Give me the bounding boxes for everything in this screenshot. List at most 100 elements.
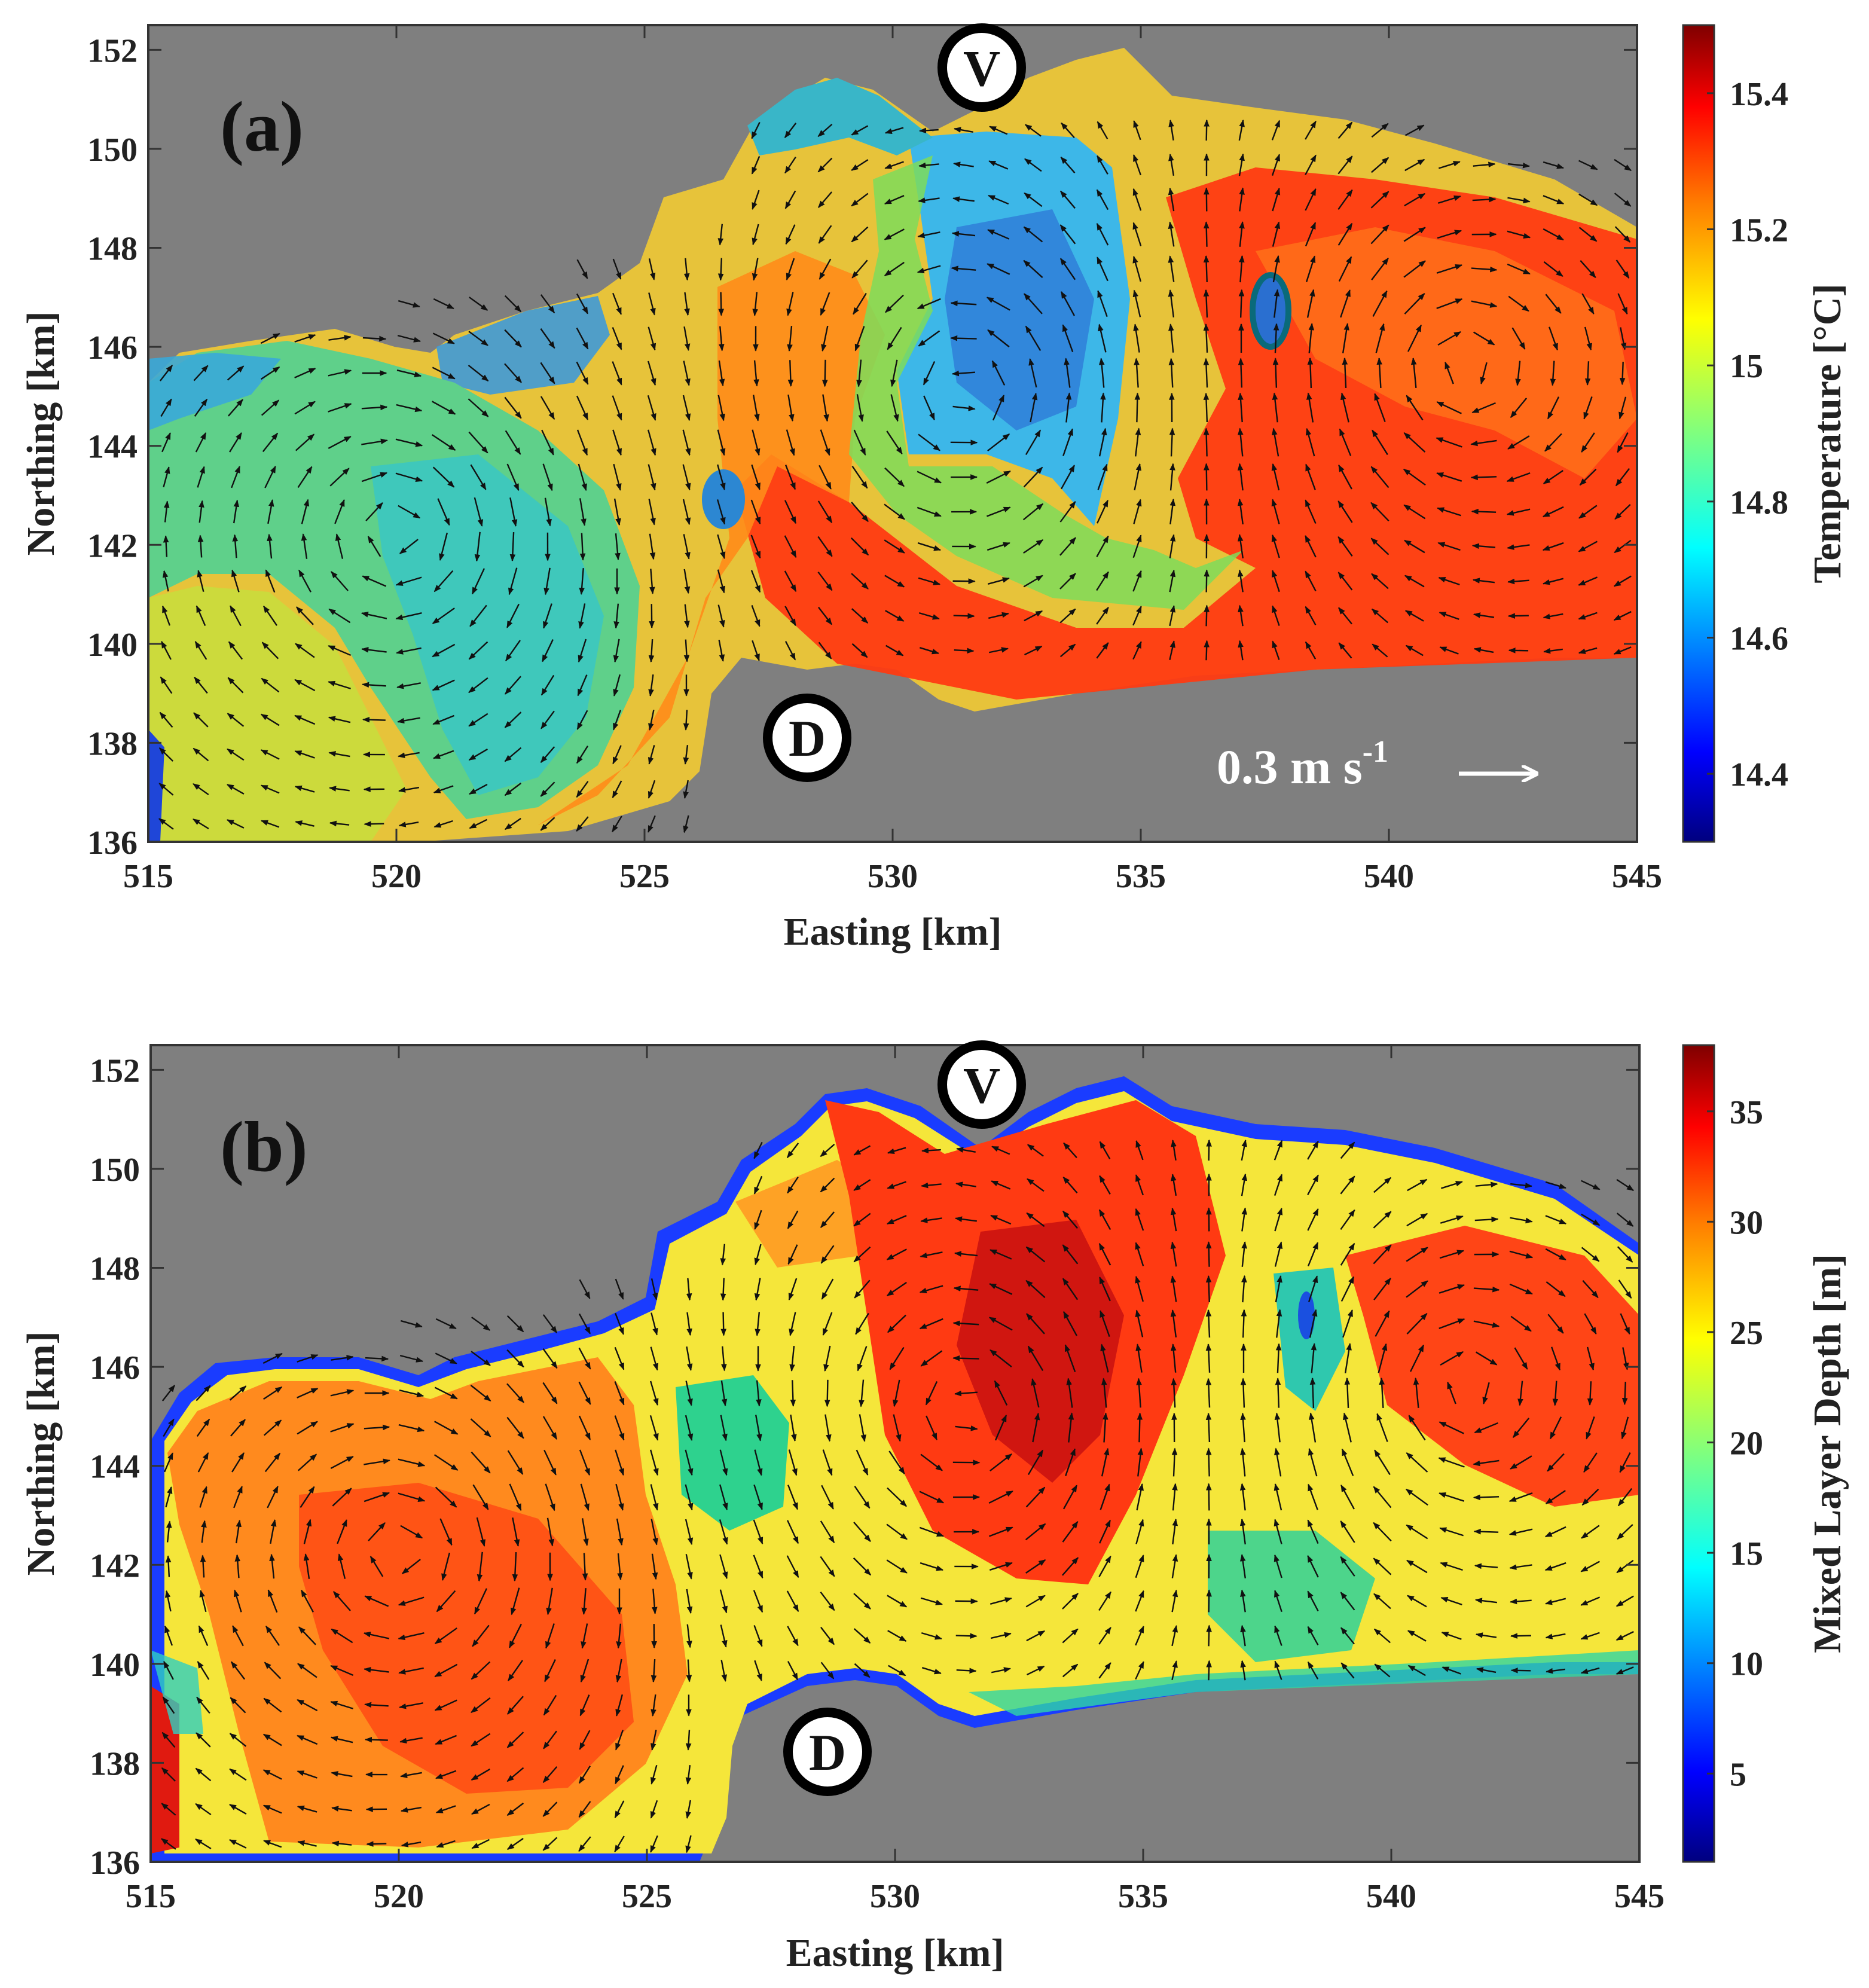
x-tick-label: 530: [870, 1878, 920, 1915]
velocity-vector: [1444, 361, 1454, 384]
velocity-vector: [951, 370, 975, 377]
velocity-vector: [1305, 154, 1317, 176]
velocity-vector: [1338, 607, 1352, 625]
velocity-vector: [1436, 298, 1463, 309]
x-tick-label: 545: [1614, 1878, 1665, 1915]
velocity-vector: [753, 1141, 763, 1159]
velocity-vector: [918, 577, 940, 585]
velocity-vector: [682, 395, 691, 422]
velocity-vector: [1171, 1173, 1177, 1196]
panel-a-xlabel: Easting [km]: [784, 910, 1002, 954]
velocity-vector: [469, 297, 488, 311]
velocity-vector: [261, 820, 280, 828]
velocity-vector: [1373, 1177, 1392, 1193]
velocity-vector: [162, 570, 169, 592]
velocity-vector: [648, 674, 654, 697]
velocity-vector: [1205, 1343, 1212, 1373]
panel-a-marker-d: D: [763, 694, 851, 782]
velocity-vector: [824, 1379, 830, 1407]
velocity-vector: [1409, 1344, 1425, 1372]
velocity-vector: [954, 127, 973, 133]
velocity-vector: [821, 325, 829, 352]
velocity-vector: [851, 193, 869, 207]
velocity-vector: [1307, 1140, 1319, 1160]
velocity-vector: [817, 191, 833, 208]
velocity-vector: [1305, 499, 1317, 524]
velocity-vector: [888, 1450, 905, 1475]
velocity-vector: [432, 332, 455, 344]
velocity-vector: [853, 292, 867, 315]
velocity-vector: [1132, 255, 1142, 282]
velocity-vector: [1272, 358, 1279, 388]
velocity-vector: [1404, 539, 1425, 554]
velocity-vector: [578, 463, 587, 491]
velocity-vector: [1097, 121, 1108, 140]
velocity-vector: [301, 533, 308, 559]
velocity-vector: [160, 676, 173, 694]
velocity-vector: [786, 429, 795, 456]
velocity-vector: [685, 1381, 693, 1406]
velocity-vector: [361, 438, 388, 445]
velocity-vector: [504, 782, 522, 796]
velocity-vector: [784, 570, 797, 593]
velocity-vector: [1342, 1309, 1353, 1338]
velocity-vector: [297, 1354, 319, 1363]
velocity-vector: [1099, 1175, 1111, 1195]
velocity-vector: [1171, 1448, 1178, 1477]
velocity-vector: [1308, 1448, 1318, 1477]
panel-a-green-band: [849, 155, 1244, 610]
velocity-vector: [159, 711, 173, 728]
velocity-vector: [398, 1424, 425, 1433]
velocity-vector: [1168, 187, 1175, 212]
velocity-vector: [1506, 472, 1531, 483]
velocity-vector: [361, 612, 387, 619]
velocity-vector: [686, 1346, 693, 1372]
velocity-vector: [161, 605, 171, 626]
panel-b-shallow-core: [1298, 1291, 1315, 1339]
velocity-vector: [1097, 256, 1108, 282]
velocity-vector: [650, 1381, 659, 1406]
velocity-vector: [684, 292, 690, 316]
velocity-vector: [751, 464, 761, 490]
velocity-vector: [784, 535, 797, 558]
velocity-vector: [1584, 361, 1591, 386]
velocity-vector: [951, 265, 976, 271]
velocity-vector: [295, 433, 315, 451]
velocity-vector: [1341, 1448, 1354, 1476]
marker-v-label: V: [963, 39, 1000, 97]
velocity-vector: [196, 1385, 211, 1401]
velocity-vector: [1307, 1208, 1319, 1231]
velocity-vector: [227, 784, 245, 795]
velocity-vector: [1274, 1140, 1283, 1161]
velocity-vector: [756, 1380, 762, 1407]
panel-b-ylabel: Northing [km]: [19, 1332, 63, 1576]
velocity-vector: [1438, 1457, 1465, 1468]
velocity-vector: [1205, 1309, 1212, 1338]
velocity-vector: [295, 820, 314, 827]
velocity-vector: [682, 429, 691, 456]
velocity-vector: [578, 1415, 591, 1440]
y-tick-label: 152: [90, 1052, 140, 1089]
velocity-vector: [850, 537, 869, 556]
velocity-vector: [1370, 191, 1389, 209]
velocity-vector: [1026, 1212, 1045, 1227]
velocity-vector: [294, 679, 316, 692]
velocity-vector: [1543, 648, 1563, 654]
velocity-vector: [194, 398, 208, 417]
velocity-vector: [720, 1415, 728, 1442]
velocity-vector: [1305, 463, 1316, 490]
velocity-vector: [260, 749, 280, 760]
velocity-vector: [1059, 500, 1076, 523]
velocity-vector: [540, 328, 555, 349]
velocity-vector: [751, 155, 761, 175]
velocity-vector: [1340, 392, 1349, 423]
velocity-vector: [1543, 195, 1565, 204]
velocity-vector: [1061, 122, 1075, 139]
velocity-vector: [1241, 1275, 1247, 1303]
velocity-vector: [886, 1281, 907, 1297]
velocity-vector: [612, 429, 622, 456]
velocity-vector: [784, 465, 796, 490]
velocity-vector: [1274, 1412, 1281, 1443]
velocity-vector: [1059, 258, 1076, 280]
velocity-vector: [994, 1380, 1008, 1406]
